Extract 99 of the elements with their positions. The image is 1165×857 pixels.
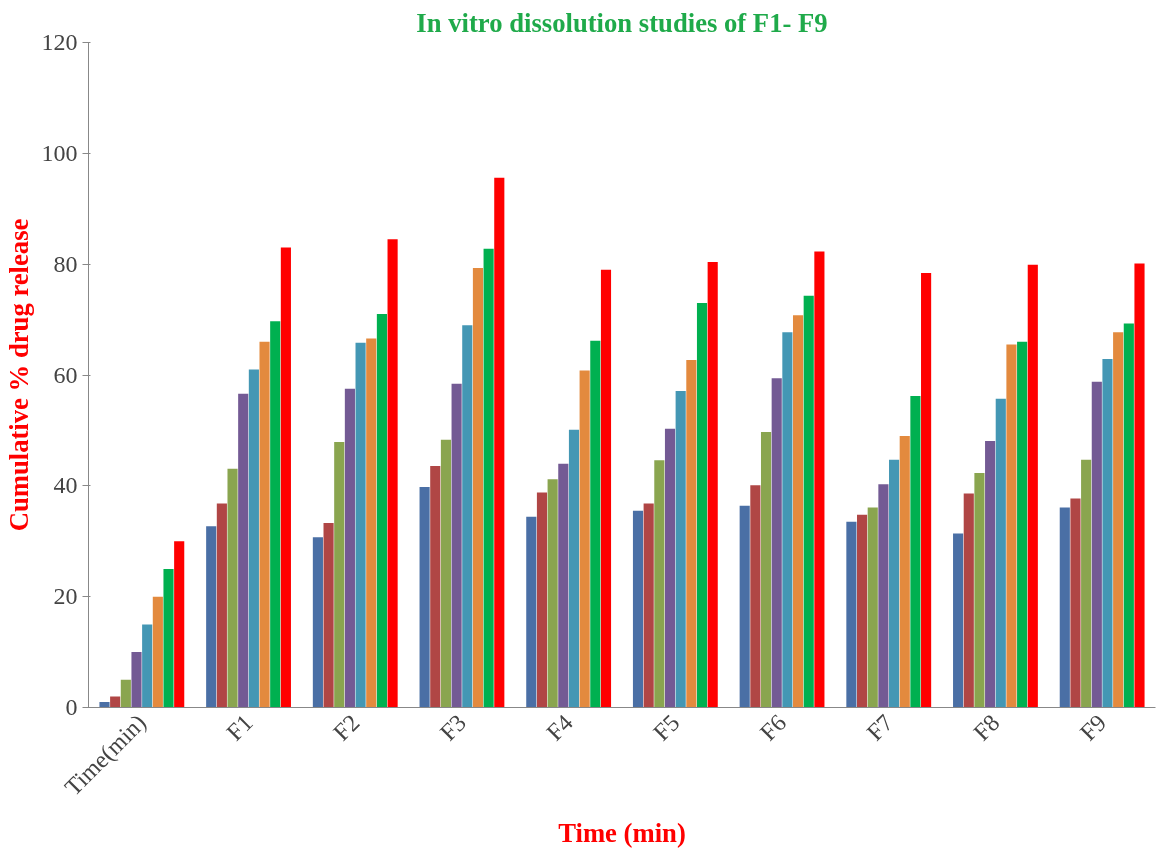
bar	[483, 248, 494, 708]
bar	[750, 485, 761, 708]
bar	[248, 369, 259, 708]
bar	[889, 459, 900, 708]
bar	[131, 652, 142, 708]
bar	[846, 521, 857, 708]
bar	[590, 340, 601, 708]
bar	[953, 533, 964, 708]
bar	[814, 251, 825, 708]
bar	[654, 460, 665, 708]
bar	[963, 493, 974, 708]
bar	[387, 239, 398, 708]
bar	[782, 332, 793, 708]
bar	[985, 440, 996, 708]
x-tick-label: F2	[328, 709, 365, 746]
bar	[632, 510, 644, 708]
bar	[696, 302, 708, 708]
bar	[579, 370, 590, 708]
y-tick-label: 100	[41, 139, 78, 166]
bar	[686, 360, 697, 708]
x-tick-label: F5	[648, 709, 685, 746]
bar	[910, 396, 921, 708]
bar	[1102, 358, 1113, 708]
x-tick-label: F9	[1075, 709, 1112, 746]
bar	[899, 435, 910, 708]
y-tick-label: 60	[53, 361, 78, 388]
bar	[227, 468, 238, 708]
x-tick-label: F8	[968, 709, 1005, 746]
bar	[1134, 263, 1145, 708]
bar	[558, 463, 569, 708]
chart-title: In vitro dissolution studies of F1- F9	[416, 7, 828, 38]
bar	[867, 507, 878, 708]
bar	[494, 177, 505, 708]
bar	[600, 269, 612, 708]
bar	[921, 273, 932, 708]
bar	[419, 486, 430, 708]
bar	[270, 321, 281, 708]
bar	[792, 315, 804, 708]
bar	[803, 295, 814, 708]
bar	[1081, 459, 1092, 708]
x-axis-title: Time (min)	[558, 817, 686, 848]
y-tick-label: 40	[53, 472, 78, 499]
bar	[110, 696, 121, 708]
bar	[216, 503, 227, 708]
bar	[366, 338, 377, 708]
bar	[152, 596, 163, 708]
bar	[568, 429, 580, 708]
bar	[995, 398, 1006, 708]
bar	[1123, 323, 1134, 708]
bar	[760, 432, 772, 708]
bar	[1070, 498, 1081, 708]
bar	[1006, 344, 1017, 708]
bar	[440, 439, 452, 708]
y-axis-title: Cumulative % drug release	[3, 218, 34, 532]
bar	[259, 341, 270, 708]
bar	[280, 247, 291, 708]
bar	[707, 261, 718, 708]
y-tick-label: 80	[53, 250, 78, 277]
x-tick-label: F4	[541, 709, 578, 746]
x-tick-label: F6	[754, 709, 792, 746]
bar	[664, 428, 676, 708]
bar	[451, 383, 462, 708]
bar	[878, 484, 889, 708]
bar	[1091, 381, 1102, 708]
bar	[376, 314, 387, 708]
bar	[355, 342, 366, 708]
x-tick-label: F3	[434, 709, 472, 746]
bar	[1017, 341, 1028, 708]
bar	[462, 325, 473, 708]
bar	[163, 568, 174, 708]
bar	[1027, 264, 1038, 708]
bar	[771, 378, 782, 708]
bar	[312, 537, 323, 708]
y-tick-label: 20	[53, 583, 78, 610]
bar	[99, 701, 110, 708]
bar	[857, 514, 868, 708]
bar	[472, 268, 484, 708]
bar	[547, 479, 558, 708]
bar	[1113, 332, 1124, 708]
bar	[206, 526, 217, 708]
bar	[739, 505, 750, 708]
x-tick-label: F1	[221, 709, 258, 746]
bar	[120, 679, 131, 708]
bar	[344, 388, 355, 708]
bar	[174, 541, 185, 708]
bar	[334, 442, 345, 708]
y-tick-label: 0	[65, 694, 78, 720]
bar	[238, 393, 249, 708]
y-tick-label: 120	[41, 29, 78, 55]
bar	[526, 516, 537, 708]
bar	[142, 624, 153, 708]
bar	[675, 391, 686, 708]
bar	[323, 522, 334, 708]
bar	[536, 492, 548, 708]
bar	[430, 465, 441, 708]
bar	[974, 473, 985, 708]
bar	[1059, 507, 1070, 708]
bar	[643, 503, 654, 708]
x-tick-label: F7	[861, 709, 898, 746]
